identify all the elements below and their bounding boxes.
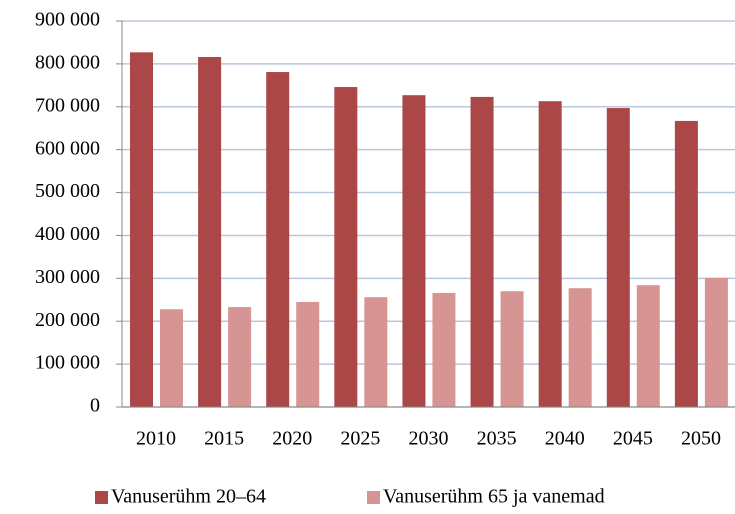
bar: [296, 301, 320, 407]
legend-label: Vanuserühm 65 ja vanemad: [383, 486, 605, 508]
x-tick-label: 2020: [272, 428, 312, 450]
y-tick-label: 200 000: [35, 309, 100, 331]
x-tick-label: 2050: [681, 428, 721, 450]
bar: [704, 277, 728, 407]
y-tick-label: 100 000: [35, 352, 100, 374]
bar: [500, 291, 524, 407]
legend-swatch: [367, 491, 380, 504]
bar: [568, 288, 592, 407]
bar: [334, 87, 358, 407]
bar: [470, 96, 494, 407]
x-tick-label: 2015: [204, 428, 244, 450]
x-tick-label: 2030: [409, 428, 449, 450]
x-tick-label: 2040: [545, 428, 585, 450]
y-tick-label: 600 000: [35, 137, 100, 159]
bar: [364, 297, 388, 407]
bar: [402, 95, 426, 407]
bar: [538, 101, 562, 408]
x-tick-label: 2010: [136, 428, 176, 450]
bar: [160, 309, 183, 407]
x-tick-label: 2035: [477, 428, 517, 450]
bar: [228, 307, 252, 407]
x-tick-label: 2025: [340, 428, 380, 450]
bar: [432, 292, 456, 407]
bar: [198, 57, 222, 407]
y-tick-label: 300 000: [35, 266, 100, 288]
legend-label: Vanuserühm 20–64: [111, 486, 266, 508]
y-tick-label: 700 000: [35, 94, 100, 116]
bar: [636, 285, 660, 407]
legend-swatch: [95, 491, 108, 504]
bar: [130, 52, 153, 407]
y-tick-label: 900 000: [35, 9, 100, 31]
bar: [674, 120, 698, 407]
bar: [266, 72, 290, 407]
y-tick-label: 500 000: [35, 180, 100, 202]
y-tick-label: 800 000: [35, 51, 100, 73]
x-tick-label: 2045: [613, 428, 653, 450]
y-tick-label: 0: [90, 395, 100, 417]
y-tick-label: 400 000: [35, 223, 100, 245]
bar: [606, 108, 630, 407]
